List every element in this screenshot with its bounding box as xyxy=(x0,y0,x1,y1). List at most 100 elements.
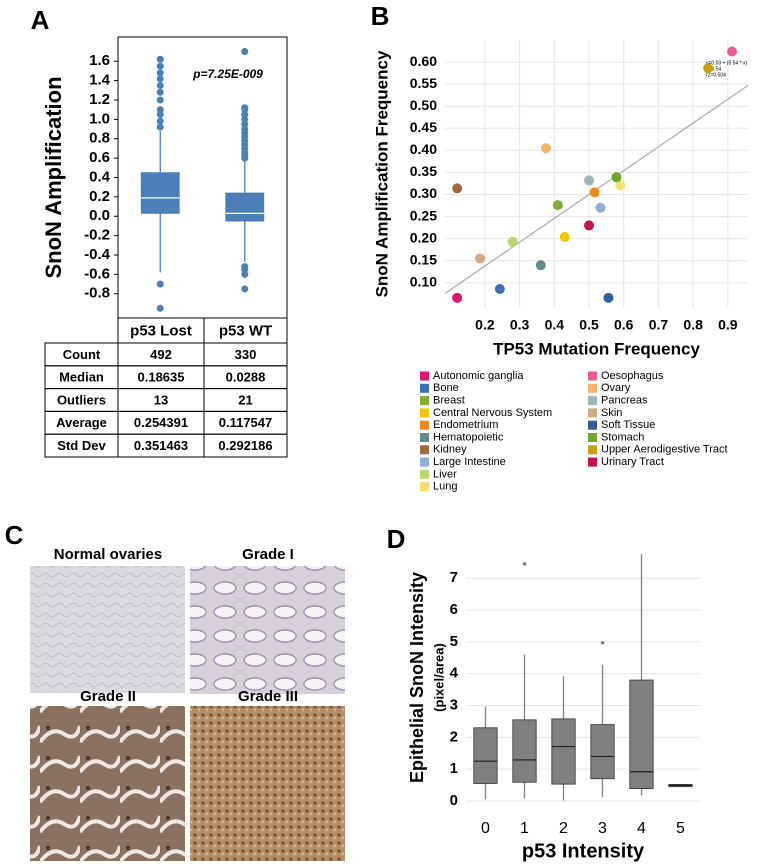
table-cell-text: 0.18635 xyxy=(138,370,185,385)
y-axis-title: SnoN Amplification xyxy=(41,76,66,278)
x-tick-label: 0.4 xyxy=(545,317,565,333)
legend-label: Soft Tissue xyxy=(601,419,655,431)
y-tick-label: 0.4 xyxy=(89,168,111,185)
micrographs: Normal ovaries Grade I Grade II Grade II… xyxy=(30,546,345,861)
table-header: p53 Lost xyxy=(130,322,192,339)
outlier xyxy=(241,125,249,133)
point xyxy=(589,187,600,198)
table-cell xyxy=(203,433,288,458)
outlier xyxy=(600,641,605,645)
point xyxy=(611,172,622,183)
table-cell-text: 21 xyxy=(238,392,252,407)
y-tick-label: 0.35 xyxy=(410,163,437,179)
y-tick-label: 1.6 xyxy=(89,52,110,69)
x-tick-label: 0.8 xyxy=(683,317,703,333)
y-axis-title: SnoN Amplification Frequency xyxy=(372,50,391,297)
y-tick-label: 1 xyxy=(450,760,458,777)
x-tick-label: 0.9 xyxy=(718,317,738,333)
outlier xyxy=(241,111,249,119)
point xyxy=(603,292,614,303)
fit-annotation: s=0.54 xyxy=(706,66,721,72)
y-tick-label: 0.45 xyxy=(410,119,437,135)
y-tick-label: 0.30 xyxy=(410,185,437,201)
chart: 0 1 2 3 4 5 6 7 Epithelial SnoN Intensity (pixel/… xyxy=(407,554,700,862)
y-tick-label: 6 xyxy=(450,601,458,618)
legend-label: Upper Aerodigestive Tract xyxy=(601,444,728,456)
point xyxy=(452,183,463,194)
point xyxy=(584,220,595,231)
legend-swatch xyxy=(588,420,597,430)
y-tick-label: 0.55 xyxy=(410,75,437,91)
table-cell-text: Average xyxy=(56,415,107,430)
x-tick-label: 0.5 xyxy=(579,317,599,333)
x-tick-label: 0.7 xyxy=(649,317,669,333)
table-cell-text: 492 xyxy=(150,347,172,362)
y-tick-label: 0.15 xyxy=(410,251,437,267)
y-tick-label: 1.2 xyxy=(89,91,110,108)
annotation: p=7.25E-009 xyxy=(192,67,263,81)
legend-swatch xyxy=(588,445,597,455)
outlier xyxy=(241,285,249,293)
legend-swatch xyxy=(588,433,597,442)
table-cell-text: 0.351463 xyxy=(134,438,188,453)
outlier xyxy=(156,111,164,119)
x-tick-label: 0.3 xyxy=(510,317,530,333)
y-tick-label: 0.20 xyxy=(410,229,437,245)
table-cell-text: 0.117547 xyxy=(219,415,273,430)
legend-swatch xyxy=(588,457,597,467)
y-tick-label: 1.0 xyxy=(89,110,110,127)
y-axis-subtitle: (pixel/area) xyxy=(431,643,446,712)
fit-annotation: y=0.03 + (0.54 * x) xyxy=(706,60,747,66)
table-cell-text: 0.292186 xyxy=(218,438,272,453)
x-tick-label: 0.2 xyxy=(475,317,495,333)
y-tick-label: 0.6 xyxy=(89,149,110,166)
y-tick-label: 1.4 xyxy=(89,72,111,89)
legend-label: Kidney xyxy=(433,444,467,456)
y-tick-label: -0.8 xyxy=(84,285,110,302)
outlier xyxy=(156,280,164,288)
outlier xyxy=(241,270,249,278)
outlier xyxy=(241,120,249,128)
legend-label: Urinary Tract xyxy=(601,456,664,468)
micrograph-texture xyxy=(190,706,345,861)
micrograph-label: Grade II xyxy=(80,688,136,705)
y-tick-label: 0.40 xyxy=(410,141,437,157)
outlier xyxy=(156,88,164,96)
box xyxy=(551,718,576,785)
legend-label: Liver xyxy=(433,468,457,480)
legend-label: Stomach xyxy=(601,431,644,443)
point xyxy=(703,63,714,74)
panel-label: B xyxy=(371,1,390,31)
y-tick-label: 0.25 xyxy=(410,207,437,223)
point xyxy=(595,202,606,213)
outlier xyxy=(156,75,164,83)
point xyxy=(475,253,486,264)
y-tick-label: 0.50 xyxy=(410,97,437,113)
legend-swatch xyxy=(420,482,429,492)
table-cell-text: Outliers xyxy=(57,392,106,407)
box xyxy=(590,724,615,780)
y-tick-label: 0.2 xyxy=(89,188,110,205)
micrograph-label: Normal ovaries xyxy=(54,546,162,563)
outlier xyxy=(156,117,164,125)
panel-label: D xyxy=(387,524,406,554)
outlier xyxy=(156,69,164,77)
micrograph-texture xyxy=(30,706,185,861)
outlier xyxy=(156,81,164,89)
fit-annotation: r2=0.504 xyxy=(706,72,726,78)
micrograph-texture xyxy=(190,566,345,694)
y-tick-label: 0.0 xyxy=(89,207,110,224)
outlier xyxy=(156,62,164,70)
outlier xyxy=(241,266,249,274)
y-tick-label: 5 xyxy=(450,633,458,650)
outlier xyxy=(522,562,527,566)
table-cell-text: 330 xyxy=(235,347,257,362)
table-cell-text: 0.254391 xyxy=(134,415,188,430)
y-tick-label: 0.8 xyxy=(89,130,110,147)
panel-label: A xyxy=(31,5,50,35)
table-cell-text: 13 xyxy=(154,392,168,407)
legend-swatch xyxy=(420,371,429,381)
table-cell-text: 0.0288 xyxy=(226,370,266,385)
y-tick-label: 0 xyxy=(450,792,458,809)
